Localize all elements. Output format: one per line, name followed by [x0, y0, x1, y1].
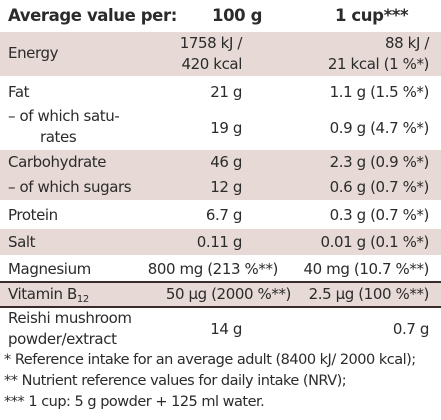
vitamin-label: Vitamin B — [8, 285, 77, 303]
row-label: Reishi mushroom powder/extract — [8, 308, 132, 350]
row-carbohydrate: Carbohydrate 46 g 2.3 g (0.9 %*) — [0, 150, 441, 174]
row-energy: Energy 1758 kJ / 420 kcal 88 kJ / 21 kca… — [0, 32, 441, 76]
header-col-100g: 100 g — [212, 6, 262, 25]
row-label: Vitamin B12 — [8, 285, 89, 305]
reishi-100g: 14 g — [210, 320, 242, 338]
vitamin-b12-100g: 50 µg (2000 %**) — [165, 285, 292, 303]
row-label: Salt — [8, 233, 36, 251]
row-label: Protein — [8, 206, 58, 224]
saturates-label-line1: – of which satu- — [8, 107, 120, 125]
protein-cup: 0.3 g (0.7 %*) — [329, 206, 430, 224]
footnotes: * Reference intake for an average adult … — [4, 350, 441, 413]
carbohydrate-cup: 2.3 g (0.9 %*) — [329, 153, 430, 171]
saturates-cup: 0.9 g (4.7 %*) — [329, 119, 430, 137]
saturates-label-line2: rates — [40, 128, 77, 146]
row-label: Energy — [8, 44, 59, 62]
carbohydrate-100g: 46 g — [210, 153, 242, 171]
reishi-label-line1: Reishi mushroom — [8, 309, 132, 327]
footnote-nrv: ** Nutrient reference values for daily i… — [4, 373, 347, 389]
row-label: – of which satu- rates — [8, 106, 120, 148]
energy-100g-kcal: 420 kcal — [181, 55, 243, 73]
saturates-100g: 19 g — [210, 119, 242, 137]
magnesium-100g: 800 mg (213 %**) — [147, 260, 279, 278]
row-magnesium: Magnesium 800 mg (213 %**) 40 mg (10.7 %… — [0, 257, 441, 281]
table-header: Average value per: 100 g 1 cup*** — [0, 0, 441, 30]
header-label: Average value per: — [8, 6, 177, 25]
energy-cup-kcal: 21 kcal (1 %*) — [327, 55, 429, 73]
row-label: Carbohydrate — [8, 153, 107, 171]
row-saturates: – of which satu- rates 19 g 0.9 g (4.7 %… — [0, 104, 441, 148]
vitamin-subscript: 12 — [76, 294, 89, 305]
row-reishi: Reishi mushroom powder/extract 14 g 0.7 … — [0, 307, 441, 351]
row-label: Fat — [8, 83, 30, 101]
row-label: Magnesium — [8, 260, 91, 278]
row-salt: Salt 0.11 g 0.01 g (0.1 %*) — [0, 229, 441, 255]
energy-100g: 1758 kJ / 420 kcal — [179, 33, 243, 75]
fat-cup: 1.1 g (1.5 %*) — [329, 83, 430, 101]
sugars-cup: 0.6 g (0.7 %*) — [329, 178, 430, 196]
salt-100g: 0.11 g — [196, 233, 243, 251]
footnote-reference-intake: * Reference intake for an average adult … — [4, 352, 416, 368]
footnote-cup-definition: *** 1 cup: 5 g powder + 125 ml water. — [4, 394, 265, 410]
energy-100g-kj: 1758 kJ / — [179, 34, 243, 52]
sugars-100g: 12 g — [210, 178, 242, 196]
row-sugars: – of which sugars 12 g 0.6 g (0.7 %*) — [0, 174, 441, 200]
row-fat: Fat 21 g 1.1 g (1.5 %*) — [0, 78, 441, 104]
row-protein: Protein 6.7 g 0.3 g (0.7 %*) — [0, 202, 441, 228]
energy-cup: 88 kJ / 21 kcal (1 %*) — [328, 33, 429, 75]
salt-cup: 0.01 g (0.1 %*) — [320, 233, 429, 251]
fat-100g: 21 g — [210, 83, 242, 101]
row-vitamin-b12: Vitamin B12 50 µg (2000 %**) 2.5 µg (100… — [0, 281, 441, 308]
reishi-cup: 0.7 g — [392, 320, 430, 338]
row-label: – of which sugars — [8, 178, 132, 196]
magnesium-cup: 40 mg (10.7 %**) — [303, 260, 430, 278]
protein-100g: 6.7 g — [205, 206, 243, 224]
header-col-cup: 1 cup*** — [335, 6, 409, 25]
reishi-label-line2: powder/extract — [8, 330, 117, 348]
energy-cup-kj: 88 kJ / — [385, 34, 429, 52]
vitamin-b12-cup: 2.5 µg (100 %**) — [308, 285, 430, 303]
